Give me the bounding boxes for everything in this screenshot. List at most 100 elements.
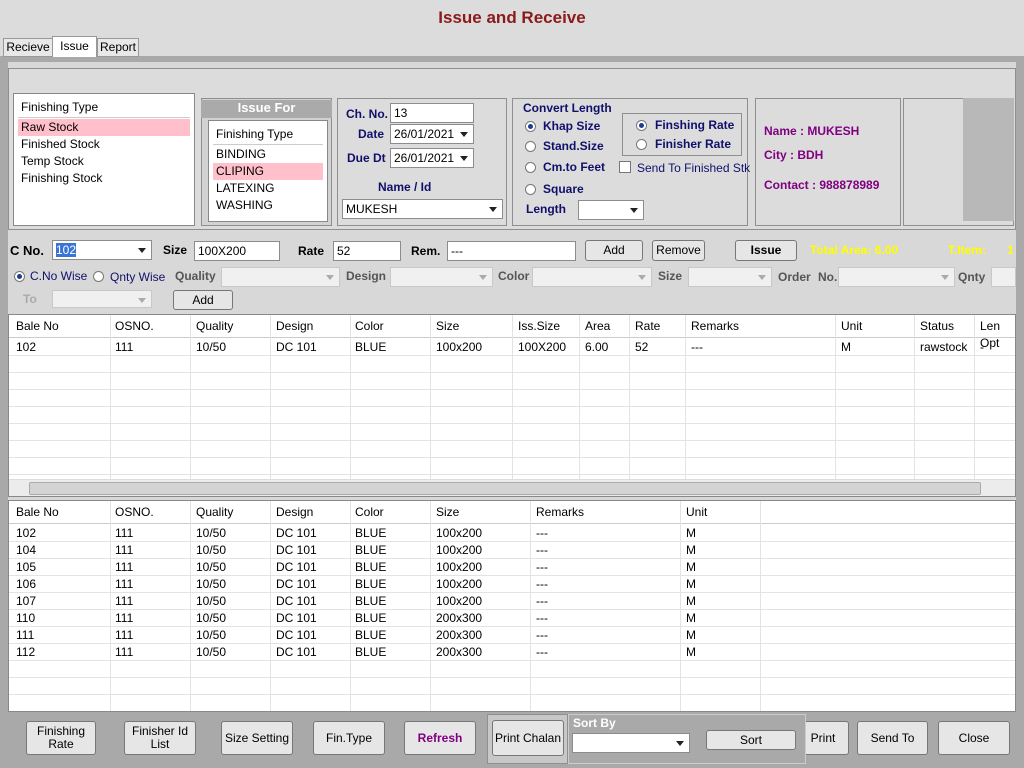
add-button[interactable]: Add — [585, 240, 643, 261]
column-header: OSNO. — [115, 318, 154, 335]
color-combo[interactable] — [532, 267, 652, 287]
button[interactable]: Print Chalan — [492, 720, 564, 756]
order-combo[interactable] — [838, 267, 955, 287]
tab-strip — [0, 36, 1024, 56]
row-divider — [9, 406, 1015, 407]
scroll-thumb[interactable] — [29, 482, 981, 495]
rate-input[interactable]: 52 — [333, 241, 401, 261]
radio-label[interactable]: Qnty Wise — [110, 270, 165, 284]
list-item[interactable]: Temp Stock — [18, 153, 190, 170]
t-item-label: T.Item: — [948, 243, 986, 257]
button[interactable]: Send To — [857, 721, 928, 755]
column-header: Len Opt — [980, 318, 1015, 335]
size-combo[interactable] — [688, 267, 772, 287]
cell: DC 101 — [276, 610, 317, 627]
list-item[interactable]: Finished Stock — [18, 136, 190, 153]
list-item[interactable]: Finishing Stock — [18, 170, 190, 187]
tab-active[interactable]: Issue — [52, 36, 97, 57]
column-header: Unit — [841, 318, 862, 335]
list-item[interactable]: Raw Stock — [18, 119, 190, 136]
selected-text: 102 — [56, 243, 76, 257]
button[interactable]: Size Setting — [221, 721, 293, 755]
button[interactable]: Close — [938, 721, 1010, 755]
radio[interactable] — [525, 121, 536, 132]
column-divider — [190, 501, 191, 711]
radio[interactable] — [14, 271, 25, 282]
tab[interactable]: Recieve — [3, 38, 53, 57]
radio[interactable] — [636, 120, 647, 131]
cell: 200x300 — [436, 644, 482, 661]
due-date-picker[interactable]: 26/01/2021 — [390, 148, 474, 168]
radio-label[interactable]: Finshing Rate — [655, 118, 734, 132]
to-combo[interactable] — [52, 290, 152, 308]
cell: 10/50 — [196, 339, 226, 356]
cell: 100x200 — [436, 576, 482, 593]
cell: DC 101 — [276, 644, 317, 661]
column-header: Unit — [686, 504, 707, 521]
radio[interactable] — [636, 139, 647, 150]
name-combo[interactable]: MUKESH — [342, 199, 503, 219]
group-title: Convert Length — [523, 101, 612, 115]
refresh-button[interactable]: Refresh — [404, 721, 476, 755]
column-divider — [110, 501, 111, 711]
radio[interactable] — [525, 184, 536, 195]
length-combo[interactable] — [578, 200, 644, 220]
list-header: Finishing Type — [18, 97, 190, 118]
finishing-type-list: Finishing TypeRaw StockFinished StockTem… — [13, 93, 195, 226]
party-city: City : BDH — [764, 148, 823, 162]
add-filter-button[interactable]: Add — [173, 290, 233, 310]
button[interactable]: Finisher Id List — [124, 721, 196, 755]
cell: BLUE — [355, 576, 386, 593]
date-picker[interactable]: 26/01/2021 — [390, 124, 474, 144]
cell: 10/50 — [196, 627, 226, 644]
row-divider — [9, 643, 1015, 644]
cno-combo[interactable]: 102 — [52, 240, 152, 260]
remove-button[interactable]: Remove — [652, 240, 705, 261]
radio[interactable] — [525, 141, 536, 152]
list-item[interactable]: BINDING — [213, 146, 323, 163]
column-divider — [350, 501, 351, 711]
radio-label[interactable]: C.No Wise — [30, 269, 87, 283]
party-group — [755, 98, 901, 226]
radio[interactable] — [525, 162, 536, 173]
column-divider — [270, 501, 271, 711]
tab[interactable]: Report — [97, 38, 139, 57]
list-item[interactable]: CLIPING — [213, 163, 323, 180]
label: Ch. No. — [346, 107, 388, 121]
column-header: Remarks — [691, 318, 739, 335]
t-item: 1 — [1007, 243, 1014, 257]
grid-header — [9, 501, 1015, 524]
radio-label[interactable]: Finisher Rate — [655, 137, 731, 151]
cell: DC 101 — [276, 627, 317, 644]
checkbox-label[interactable]: Send To Finished Stk — [637, 161, 750, 175]
sort-button[interactable]: Sort — [706, 730, 796, 750]
size-input[interactable]: 100X200 — [194, 241, 280, 261]
radio-label[interactable]: Khap Size — [543, 119, 600, 133]
list-item[interactable]: WASHING — [213, 197, 323, 214]
label: Due Dt — [347, 151, 386, 165]
row-divider — [9, 541, 1015, 542]
design-combo[interactable] — [390, 267, 493, 287]
quality-combo[interactable] — [221, 267, 340, 287]
checkbox[interactable] — [619, 161, 631, 173]
label: Qnty — [958, 270, 985, 284]
list-item[interactable]: LATEXING — [213, 180, 323, 197]
cell: 111 — [115, 576, 133, 593]
radio-label[interactable]: Stand.Size — [543, 139, 604, 153]
radio-label[interactable]: Cm.to Feet — [543, 160, 605, 174]
button[interactable]: Finishing Rate — [26, 721, 96, 755]
sort-combo[interactable] — [572, 733, 690, 753]
qnty-input[interactable] — [991, 267, 1016, 287]
column-header: Remarks — [536, 504, 584, 521]
radio-label[interactable]: Square — [543, 182, 584, 196]
cell: 10/50 — [196, 559, 226, 576]
cell: BLUE — [355, 610, 386, 627]
row-divider — [9, 609, 1015, 610]
ch-no-input[interactable]: 13 — [390, 103, 474, 123]
cell: 100X200 — [518, 339, 566, 356]
button[interactable]: Fin.Type — [313, 721, 385, 755]
remarks-input[interactable]: --- — [447, 241, 576, 261]
row-divider — [9, 474, 1015, 475]
issue-button[interactable]: Issue — [735, 240, 797, 261]
radio[interactable] — [93, 271, 104, 282]
